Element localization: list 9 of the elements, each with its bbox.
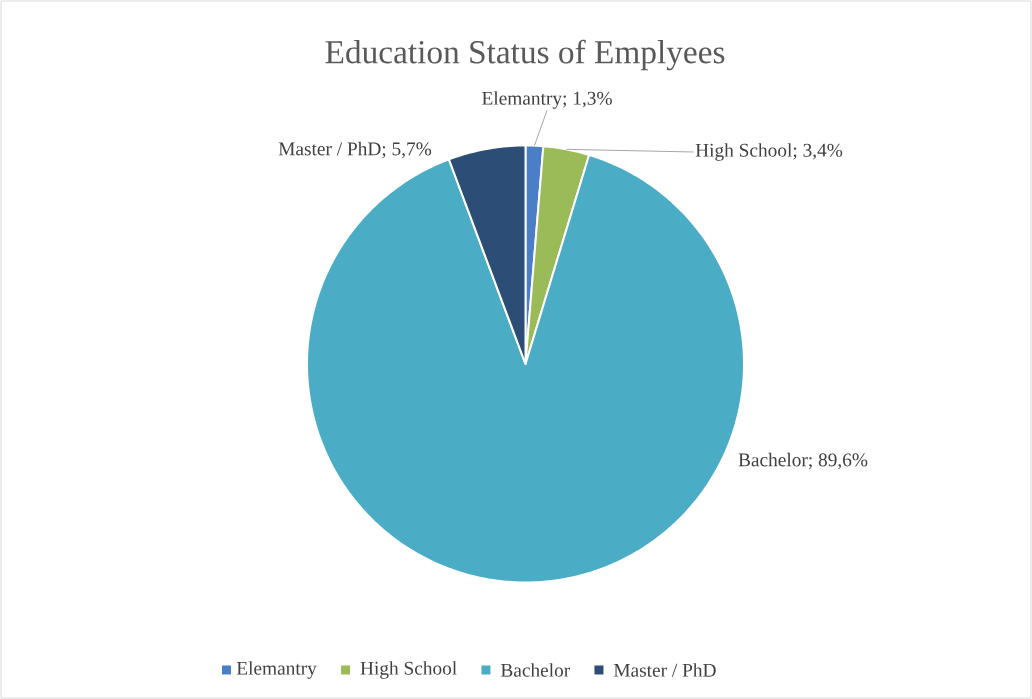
legend-label: Bachelor	[500, 663, 571, 677]
data-label: High School; 3,4%	[695, 143, 843, 161]
legend-label: High School	[360, 661, 457, 679]
data-label: Bachelor; 89,6%	[738, 452, 868, 470]
legend-label: Elemantry	[236, 661, 317, 679]
data-label: Master / PhD; 5,7%	[278, 141, 432, 159]
chart-title: Education Status of Emplyees	[325, 39, 725, 71]
legend-label: Master / PhD	[613, 663, 716, 677]
data-label: Elemantry; 1,3%	[482, 91, 612, 109]
